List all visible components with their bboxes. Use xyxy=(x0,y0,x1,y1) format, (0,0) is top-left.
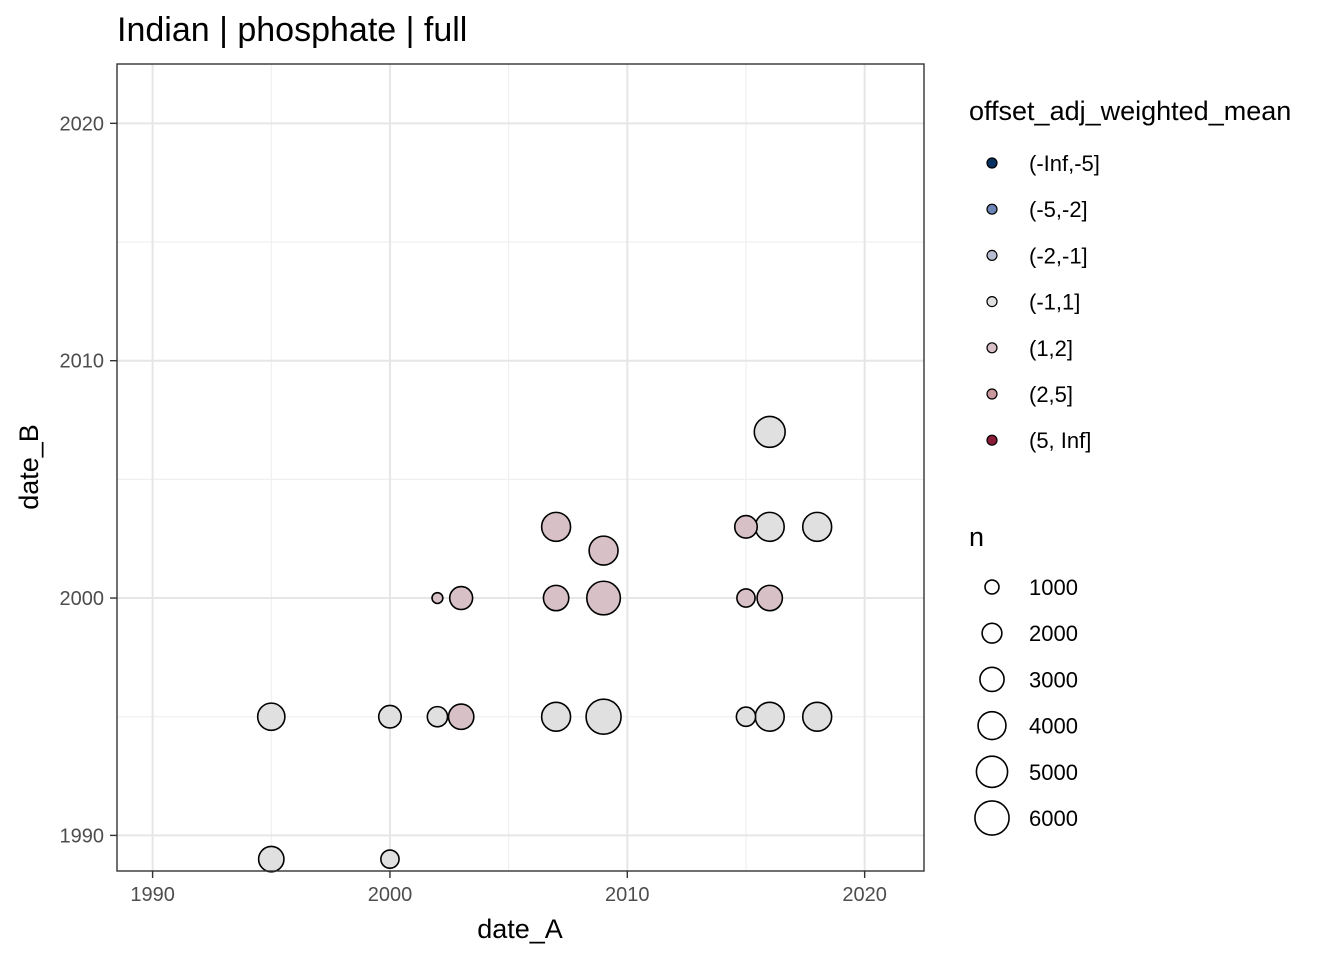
color-legend-key xyxy=(986,296,998,308)
data-point xyxy=(754,511,785,543)
color-legend-key xyxy=(986,342,998,354)
data-point xyxy=(736,588,756,608)
data-point xyxy=(377,704,402,729)
data-point xyxy=(756,584,784,612)
color-legend: (-Inf,-5] (-5,-2] (-2,-1] (-1,1] (1,2] (2,5] (… xyxy=(986,151,1100,453)
data-point xyxy=(431,591,444,605)
y-tick-label: 2020 xyxy=(60,113,105,135)
size-legend-label: 2000 xyxy=(1029,621,1078,646)
color-legend-key xyxy=(986,249,998,261)
data-point xyxy=(257,845,285,873)
data-point xyxy=(801,701,833,732)
size-legend-key xyxy=(979,666,1005,693)
color-legend-key xyxy=(986,388,998,400)
x-tick-label: 2010 xyxy=(605,884,650,906)
size-legend-label: 1000 xyxy=(1029,575,1078,600)
data-point xyxy=(754,701,785,732)
color-legend-key xyxy=(986,157,998,169)
color-legend-label: (1,2] xyxy=(1029,336,1073,361)
data-point xyxy=(735,706,757,728)
color-legend-label: (-2,-1] xyxy=(1029,243,1088,268)
color-legend-title: offset_adj_weighted_mean xyxy=(969,96,1291,126)
data-point xyxy=(542,584,570,612)
size-legend-label: 3000 xyxy=(1029,667,1078,692)
data-point xyxy=(448,585,474,611)
data-point xyxy=(380,849,400,870)
size-legend-key xyxy=(984,579,1000,595)
x-tick-label: 2020 xyxy=(842,884,887,906)
color-legend-label: (-Inf,-5] xyxy=(1029,151,1100,176)
size-legend: 1000 2000 3000 4000 5000 6000 xyxy=(974,575,1078,836)
data-point xyxy=(540,701,572,732)
color-legend-key xyxy=(986,203,998,215)
grid-lines xyxy=(117,64,924,871)
y-tick-label: 2010 xyxy=(60,351,105,373)
data-point xyxy=(733,514,759,539)
data-point xyxy=(256,702,286,732)
data-point xyxy=(447,703,475,731)
data-point xyxy=(540,511,572,543)
color-legend-label: (-5,-2] xyxy=(1029,197,1088,222)
data-point xyxy=(426,705,449,728)
data-point xyxy=(753,415,786,449)
data-point xyxy=(585,580,622,616)
y-axis: 1990 2000 2010 2020 xyxy=(60,113,117,847)
size-legend-key xyxy=(981,622,1003,644)
x-tick-label: 1990 xyxy=(130,884,175,906)
data-point xyxy=(585,698,622,736)
data-point xyxy=(801,511,833,543)
size-legend-key xyxy=(975,755,1009,789)
size-legend-label: 4000 xyxy=(1029,714,1078,739)
color-legend-key xyxy=(986,434,998,446)
size-legend-key xyxy=(977,710,1007,741)
chart-title: Indian | phosphate | full xyxy=(117,11,467,49)
y-axis-title: date_B xyxy=(14,424,44,510)
color-legend-label: (2,5] xyxy=(1029,382,1073,407)
y-tick-label: 1990 xyxy=(60,825,105,847)
data-point xyxy=(588,535,619,566)
size-legend-label: 5000 xyxy=(1029,760,1078,785)
plot-panel xyxy=(117,64,924,871)
color-legend-label: (-1,1] xyxy=(1029,290,1080,315)
x-axis: 1990 2000 2010 2020 xyxy=(130,871,887,906)
size-legend-key xyxy=(974,800,1010,836)
x-axis-title: date_A xyxy=(477,914,563,944)
data-points xyxy=(256,415,833,873)
size-legend-label: 6000 xyxy=(1029,806,1078,831)
plot-panel-border xyxy=(116,63,925,872)
size-legend-title: n xyxy=(969,522,984,552)
x-tick-label: 2000 xyxy=(368,884,413,906)
y-tick-label: 2000 xyxy=(60,588,105,610)
color-legend-label: (5, Inf] xyxy=(1029,428,1091,453)
